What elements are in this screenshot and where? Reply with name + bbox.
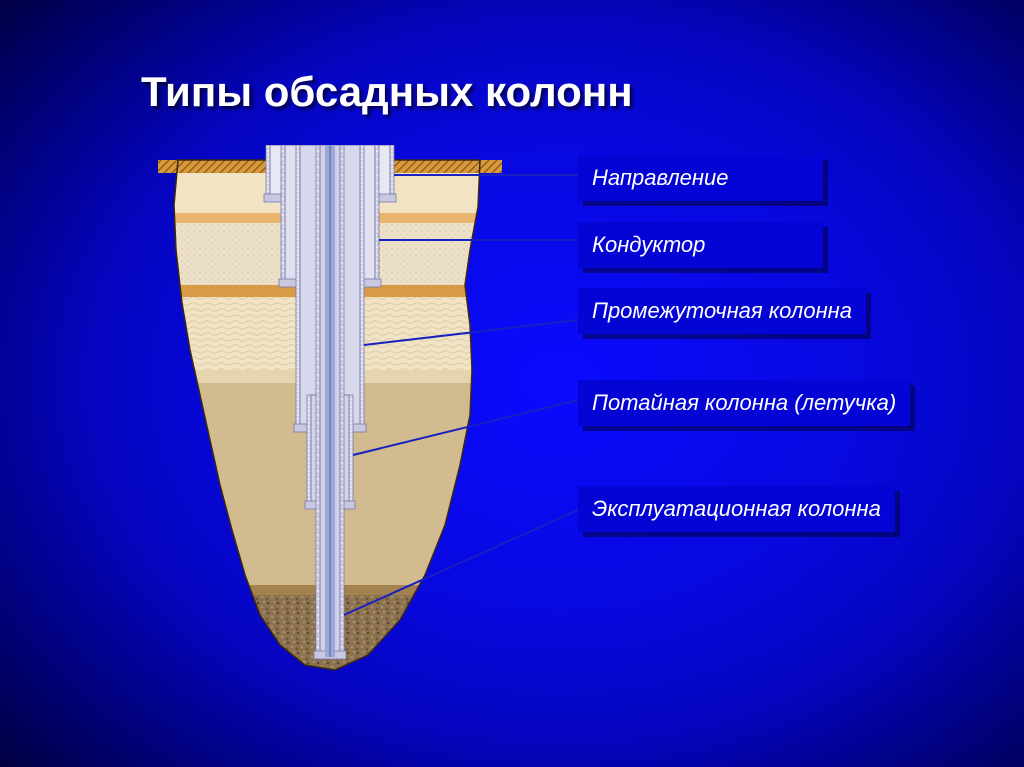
label-ekspluatatsionnaya: Эксплуатационная колонна [578,486,895,532]
label-konduktor: Кондуктор [578,222,823,268]
label-promezhutochnaya: Промежуточная колонна [578,288,866,334]
casing-diagram [120,145,540,705]
label-napravlenie: Направление [578,155,823,201]
page-title: Типы обсадных колонн [141,68,633,116]
label-potaynaya: Потайная колонна (летучка) [578,380,910,426]
